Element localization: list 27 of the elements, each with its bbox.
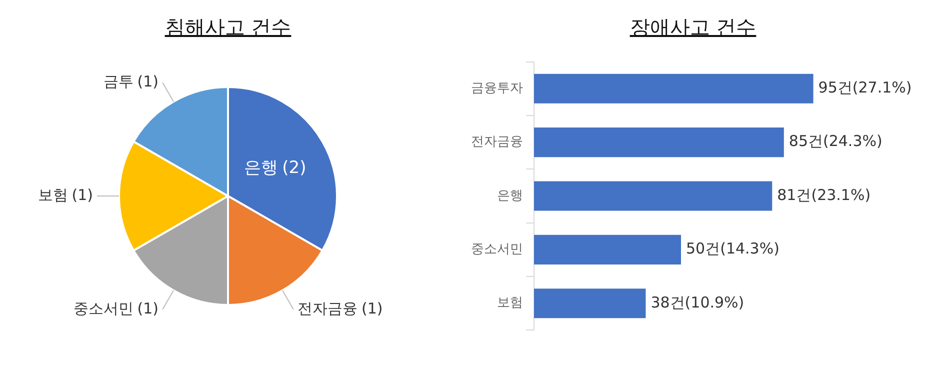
data-label: 81건(23.1%) — [777, 186, 871, 204]
data-label: (1) — [362, 299, 383, 318]
bar — [534, 181, 772, 211]
data-label: (1) — [137, 299, 158, 318]
bar — [534, 74, 814, 104]
chart-title: 장애사고 건수 — [630, 14, 756, 41]
data-label: 85건(24.3%) — [788, 132, 882, 150]
slice-label: 보험 — [38, 186, 68, 204]
y-tick-label: 중소서민 — [471, 242, 523, 258]
bar — [534, 234, 681, 264]
slice-label: 전자금융 — [298, 299, 358, 318]
data-label: 50건(14.3%) — [686, 240, 780, 258]
slice-label: 은행 — [244, 158, 278, 178]
chart-title: 침해사고 건수 — [164, 14, 292, 41]
slice-label: 금투 — [103, 72, 134, 90]
data-label: (1) — [72, 186, 93, 204]
data-label: 38건(10.9%) — [650, 293, 744, 312]
slice-label: 중소서민 — [73, 299, 134, 318]
data-label: (1) — [137, 72, 158, 90]
y-tick-label: 보험 — [497, 296, 523, 311]
data-label: 95건(27.1%) — [818, 78, 912, 97]
y-tick-label: 전자금융 — [471, 134, 523, 150]
bar — [534, 288, 646, 318]
bar — [534, 128, 784, 158]
data-label: (2) — [282, 158, 306, 178]
y-tick-label: 금융투자 — [471, 81, 523, 96]
y-tick-label: 은행 — [497, 188, 523, 204]
